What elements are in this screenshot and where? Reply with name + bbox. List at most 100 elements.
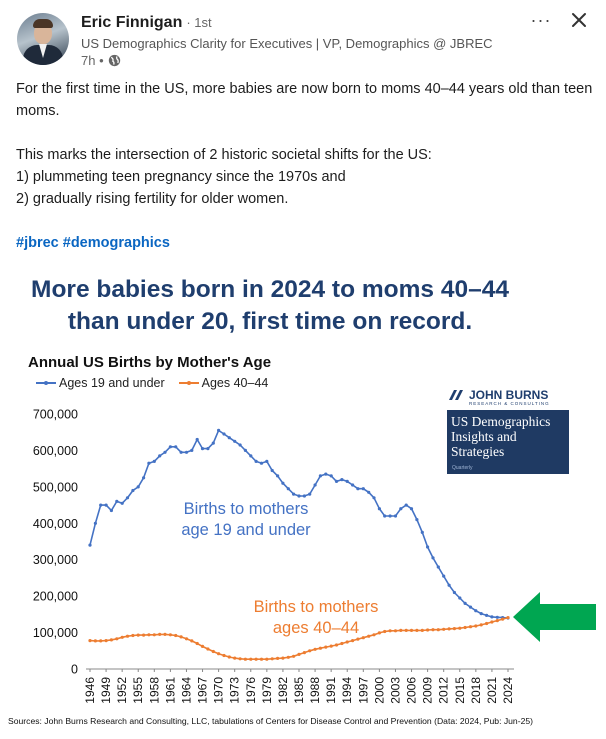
x-tick-label: 2018 (469, 677, 483, 704)
data-point-older (211, 649, 215, 654)
post-image[interactable]: More babies born in 2024 to moms 40–44 t… (0, 266, 606, 739)
data-point-teen (318, 474, 322, 478)
report-title-line: Strategies (451, 444, 505, 459)
data-point-teen (190, 448, 194, 452)
data-point-teen (367, 490, 371, 494)
report-title-line: US Demographics (451, 414, 551, 429)
data-point-older (388, 629, 392, 633)
data-point-older (340, 641, 344, 646)
data-point-older (442, 627, 446, 631)
legend-label-older: Ages 40–44 (201, 376, 269, 390)
data-point-older (297, 652, 301, 656)
data-point-teen (292, 492, 296, 496)
author-headline: US Demographics Clarity for Executives |… (81, 36, 493, 51)
brand-logo: JOHN BURNS RESEARCH & CONSULTING US Demo… (447, 386, 569, 474)
x-tick-label: 1991 (324, 677, 338, 704)
births-line-chart: 0 100,000 200,000 300,000 400,000 500,000 600,… (33, 408, 596, 704)
data-point-teen (184, 450, 189, 454)
hashtags: #jbrec #demographics (16, 232, 596, 254)
hashtag-link[interactable]: #demographics (62, 235, 170, 251)
data-point-older (190, 639, 194, 643)
data-point-older (501, 617, 505, 621)
x-tick-label: 2024 (501, 677, 515, 704)
data-point-older (174, 633, 178, 638)
x-tick-label: 1994 (340, 677, 354, 704)
data-point-older (318, 646, 322, 650)
data-point-teen (174, 445, 178, 449)
data-point-teen (168, 445, 172, 449)
data-point-teen (125, 496, 130, 500)
data-point-older (447, 627, 451, 631)
data-point-teen (415, 518, 419, 522)
data-point-teen (206, 447, 210, 451)
data-point-teen (447, 583, 451, 587)
data-point-teen (200, 447, 205, 451)
x-tick-label: 1955 (131, 677, 145, 704)
x-tick-label: 2009 (421, 677, 435, 704)
data-point-teen (399, 507, 403, 511)
brand-name: JOHN BURNS (469, 388, 549, 402)
more-options-button[interactable]: ··· (530, 10, 552, 30)
avatar[interactable] (17, 13, 69, 65)
x-tick-label: 1967 (196, 677, 210, 704)
data-point-older (452, 627, 456, 631)
x-tick-label: 2021 (485, 677, 499, 704)
data-point-teen (227, 436, 231, 440)
data-point-teen (495, 615, 499, 619)
data-point-teen (217, 428, 221, 432)
data-point-older (120, 635, 124, 639)
data-point-teen (88, 543, 92, 547)
data-point-older (104, 639, 108, 643)
data-point-older (292, 654, 296, 658)
x-tick-label: 1976 (244, 677, 258, 704)
author-name[interactable]: Eric Finnigan (81, 14, 183, 31)
data-point-older (361, 636, 365, 640)
author-row: Eric Finnigan · 1st (81, 14, 212, 34)
data-point-teen (249, 454, 253, 458)
data-point-teen (308, 492, 312, 496)
data-point-teen (404, 503, 408, 507)
data-point-older (463, 625, 467, 630)
data-point-older (131, 633, 135, 638)
data-point-older (163, 632, 167, 636)
data-point-older (351, 639, 355, 643)
data-point-teen (265, 459, 269, 463)
data-point-older (142, 633, 146, 637)
annotation-teen-line1: Births to mothers (184, 500, 309, 518)
data-point-teen (179, 450, 183, 454)
data-point-older (152, 633, 156, 637)
y-tick-label: 0 (71, 663, 78, 677)
data-point-older (367, 634, 371, 638)
data-point-teen (409, 507, 414, 511)
data-point-teen (452, 590, 456, 595)
x-tick-label: 1982 (276, 677, 290, 704)
data-point-older (93, 639, 97, 643)
data-point-older (345, 640, 349, 644)
x-tick-label: 1973 (228, 677, 242, 704)
data-point-older (436, 628, 440, 632)
brand-tagline: RESEARCH & CONSULTING (469, 401, 550, 406)
data-point-older (356, 637, 360, 641)
data-point-older (415, 628, 419, 632)
data-point-teen (195, 437, 199, 442)
legend-label-teen: Ages 19 and under (59, 376, 165, 390)
close-icon[interactable] (566, 9, 592, 33)
data-point-older (125, 634, 130, 638)
x-tick-label: 1988 (308, 677, 322, 704)
data-point-teen (115, 499, 119, 503)
x-tick-label: 1985 (292, 677, 306, 704)
data-point-teen (142, 476, 146, 480)
figure-title-line1: More babies born in 2024 to moms 40–44 (31, 276, 509, 303)
data-point-teen (356, 487, 360, 491)
data-point-older (195, 641, 199, 646)
hashtag-link[interactable]: #jbrec (16, 235, 59, 251)
y-tick-label: 600,000 (33, 444, 78, 458)
data-point-older (383, 629, 387, 634)
data-point-older (227, 655, 231, 659)
data-point-older (88, 639, 92, 643)
data-point-older (409, 628, 414, 632)
data-point-teen (259, 461, 264, 465)
legend-line-teen (36, 381, 56, 385)
data-point-teen (361, 487, 365, 491)
data-point-older (377, 631, 381, 635)
